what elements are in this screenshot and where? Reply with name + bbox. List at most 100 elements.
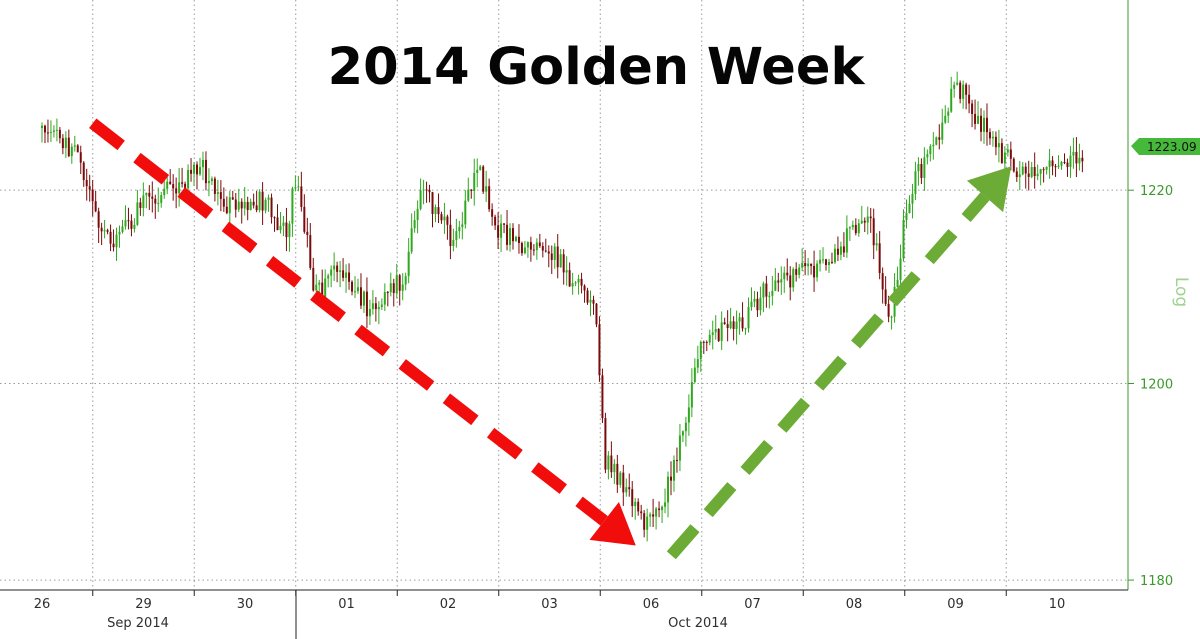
downtrend-arrow [89, 118, 636, 546]
candle-body [1045, 166, 1048, 170]
candle-body [500, 223, 503, 238]
candle-body [944, 115, 947, 123]
candle-body [318, 282, 321, 285]
candle-body [887, 303, 890, 317]
candle-body [482, 166, 485, 192]
candle-body [783, 272, 786, 280]
candle-body [190, 169, 193, 174]
candle-body [172, 184, 175, 189]
candle-body [598, 324, 601, 376]
candle-body [255, 205, 258, 211]
candle-body [711, 332, 714, 335]
candle-body [497, 225, 500, 238]
candle-body [836, 248, 839, 255]
candle-body [431, 192, 434, 214]
candle-body [1027, 173, 1030, 177]
candle-body [198, 167, 201, 175]
candle-body [929, 146, 932, 155]
candle-body [941, 122, 944, 140]
candle-body [1078, 157, 1081, 164]
candle-body [720, 322, 723, 341]
candle-body [458, 227, 461, 232]
candle-body [604, 418, 607, 470]
candle-body [178, 182, 181, 194]
candle-body [306, 231, 309, 236]
last-price-marker: 1223.09 [1131, 138, 1200, 155]
x-tick-label: 01 [338, 597, 355, 612]
candle-body [464, 200, 467, 225]
candle-body [988, 132, 991, 139]
candle-body [446, 216, 449, 225]
candle-body [389, 283, 392, 293]
candle-body [646, 516, 649, 530]
candle-body [774, 280, 777, 291]
candle-body [678, 435, 681, 461]
candle-body [690, 382, 693, 408]
candle-body [294, 187, 297, 189]
candle-body [562, 254, 565, 273]
grid [0, 0, 1128, 590]
candle-body [64, 137, 67, 149]
candle-body [643, 513, 646, 530]
candle-body [795, 269, 798, 275]
candle-body [327, 275, 330, 279]
candle-body [413, 220, 416, 229]
candle-body [70, 146, 73, 157]
candle-body [789, 275, 792, 288]
candle-body [85, 179, 88, 187]
uptrend-arrow [666, 166, 1012, 560]
candle-body [365, 291, 368, 317]
candle-body [980, 115, 983, 132]
candle-body [845, 228, 848, 253]
candle-body [374, 303, 377, 310]
candle-body [526, 242, 529, 248]
candle-body [631, 489, 634, 507]
candle-body [321, 282, 324, 297]
candle-body [142, 195, 145, 208]
candle-body [127, 220, 130, 222]
candle-body [804, 263, 807, 267]
candle-body [342, 270, 345, 278]
candle-body [723, 322, 726, 325]
candle-body [881, 273, 884, 290]
candle-body [520, 243, 523, 254]
candle-body [264, 199, 267, 211]
candle-body [681, 431, 684, 436]
candle-body [592, 299, 595, 304]
candle-body [196, 164, 199, 175]
x-tick-label: 08 [846, 597, 863, 612]
candle-body [246, 201, 249, 211]
candle-body [428, 189, 431, 193]
chart-title: 2014 Golden Week [328, 38, 866, 97]
candle-body [1006, 149, 1009, 153]
candle-body [1063, 161, 1066, 163]
arrow-shaft [666, 192, 990, 560]
candle-body [243, 201, 246, 209]
candle-body [819, 259, 822, 264]
candle-body [425, 189, 428, 191]
candle-body [827, 261, 830, 266]
candle-body [73, 145, 76, 147]
candle-body [163, 188, 166, 196]
candle-body [193, 164, 196, 174]
candle-body [512, 228, 515, 242]
candle-body [1048, 160, 1051, 167]
candle-body [848, 227, 851, 229]
candle-body [693, 367, 696, 383]
candle-body [514, 236, 517, 242]
candle-body [816, 263, 819, 278]
candle-body [974, 114, 977, 124]
candles [41, 71, 1084, 542]
candle-body [201, 159, 204, 168]
last-price-label: 1223.09 [1147, 140, 1197, 154]
candle-body [628, 487, 631, 490]
candle-body [112, 243, 115, 248]
candle-body [810, 263, 813, 266]
candle-body [559, 254, 562, 268]
candle-body [702, 341, 705, 343]
candle-body [935, 137, 938, 145]
candle-body [517, 236, 520, 244]
candle-body [950, 88, 953, 112]
candle-body [649, 514, 652, 517]
candle-body [449, 224, 452, 247]
